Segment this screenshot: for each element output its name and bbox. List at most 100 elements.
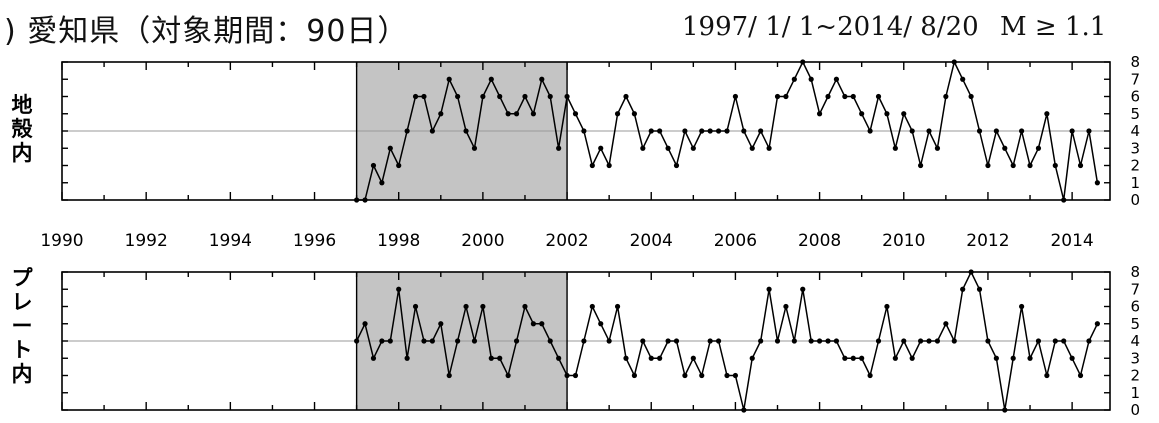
data-point [960, 76, 966, 82]
data-point [648, 355, 654, 361]
data-point [471, 338, 478, 344]
data-point [741, 128, 747, 134]
data-point [539, 76, 545, 82]
data-point [530, 111, 536, 117]
data-point [522, 303, 528, 310]
plot-frame [61, 61, 1111, 201]
data-point [598, 145, 604, 151]
y-axis-label-char: プ [12, 266, 34, 290]
x-tick-label: 1998 [377, 231, 420, 251]
data-point [1035, 338, 1042, 344]
data-point [446, 76, 452, 82]
x-tick-label: 1994 [209, 231, 252, 251]
data-point [522, 93, 528, 100]
data-point [918, 162, 924, 169]
data-point [707, 128, 713, 134]
y-axis-label: プレート内 [12, 266, 34, 386]
data-point [766, 286, 772, 292]
data-point [926, 338, 932, 344]
data-point [606, 338, 612, 344]
data-point [699, 372, 705, 379]
x-tick-label: 2004 [630, 231, 673, 251]
y-axis-label-char: 殻 [12, 117, 34, 141]
data-point [665, 145, 671, 151]
data-point [800, 286, 806, 292]
data-point [556, 355, 562, 361]
data-point [766, 145, 772, 151]
data-point [446, 372, 452, 379]
y-tick-label: 6 [1130, 88, 1140, 106]
data-point [362, 197, 368, 203]
data-point [791, 338, 797, 344]
y-tick-label: 5 [1130, 315, 1140, 333]
data-point [909, 128, 915, 134]
data-point [640, 338, 646, 344]
data-point [480, 303, 486, 310]
data-point [1002, 145, 1008, 151]
data-point [404, 128, 410, 134]
data-point [1061, 338, 1067, 344]
data-point [875, 93, 882, 100]
data-point [943, 93, 949, 100]
y-axis-label: 地殻内 [12, 93, 34, 165]
data-point [539, 321, 545, 327]
data-point [1077, 162, 1084, 169]
data-point [505, 372, 511, 379]
y-tick-label: 6 [1130, 298, 1140, 316]
data-point [354, 338, 360, 344]
data-point [901, 111, 907, 117]
data-point [808, 76, 814, 82]
data-point [715, 128, 722, 134]
data-point [690, 355, 696, 361]
data-point [732, 372, 739, 379]
x-tick-label: 1990 [40, 231, 83, 251]
data-point [758, 338, 764, 344]
y-axis-label-char: レ [12, 290, 33, 314]
y-tick-label: 4 [1130, 332, 1140, 350]
data-point [657, 355, 663, 361]
data-point [1094, 180, 1100, 186]
data-point [463, 303, 469, 310]
data-point [379, 180, 385, 186]
data-point [556, 145, 562, 151]
data-point [993, 128, 999, 134]
data-point [1077, 372, 1084, 379]
y-axis-label-char: 内 [12, 362, 33, 386]
data-point [505, 111, 511, 117]
data-point [471, 145, 478, 151]
data-point [707, 338, 713, 344]
data-point [589, 303, 595, 310]
data-point [758, 128, 764, 134]
data-point [547, 93, 553, 100]
data-point [816, 111, 823, 117]
data-point [488, 355, 494, 361]
data-point [497, 355, 503, 361]
data-point [455, 93, 461, 100]
data-point [1010, 162, 1016, 169]
x-tick-label: 1992 [125, 231, 168, 251]
x-tick-label: 1996 [293, 231, 336, 251]
data-point [1035, 145, 1042, 151]
data-point [715, 338, 722, 344]
data-point [968, 93, 974, 100]
data-point [354, 197, 360, 203]
data-point [396, 162, 402, 169]
data-point [724, 128, 730, 134]
data-point [1061, 197, 1067, 203]
date-range-label: 1997/ 1/ 1~2014/ 8/20 [682, 12, 979, 42]
data-point [1002, 407, 1008, 413]
data-point [993, 355, 999, 361]
data-point [1052, 338, 1058, 344]
x-tick-label: 2012 [966, 231, 1009, 251]
plot-frame [61, 271, 1111, 411]
data-point [488, 76, 494, 82]
magnitude-label: M ≥ 1.1 [1000, 12, 1107, 42]
data-point [934, 145, 941, 151]
y-tick-label: 2 [1130, 157, 1140, 175]
data-point [455, 338, 461, 344]
data-point [968, 269, 974, 275]
data-point [1044, 372, 1050, 379]
x-tick-label: 2006 [714, 231, 757, 251]
data-point [909, 355, 915, 361]
data-point [412, 303, 419, 310]
